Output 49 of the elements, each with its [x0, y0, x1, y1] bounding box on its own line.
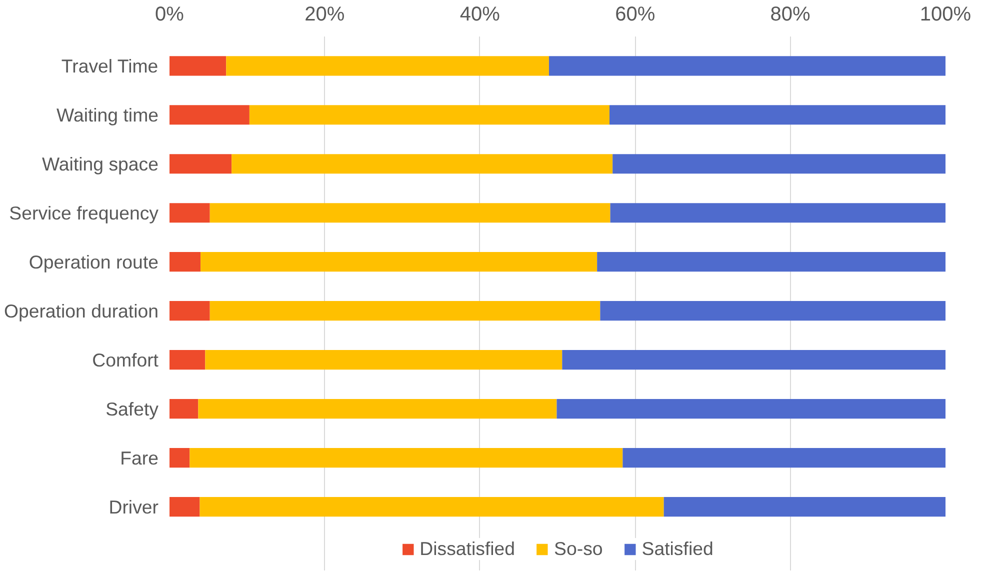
bar [170, 203, 210, 223]
bar [170, 105, 250, 125]
x-tick-label: 60% [615, 4, 656, 26]
bar [562, 350, 946, 370]
legend-label: So-so [554, 538, 603, 560]
bar [198, 399, 557, 419]
y-tick-label: Waiting space [42, 153, 158, 174]
bar [205, 350, 562, 370]
bar [610, 203, 946, 223]
y-tick-label: Operation duration [4, 300, 159, 322]
bar [210, 203, 610, 223]
bar [170, 448, 190, 468]
bar [597, 252, 946, 272]
y-tick-label: Safety [106, 398, 160, 420]
bar [622, 448, 946, 468]
y-tick-label: Driver [108, 496, 159, 518]
x-tick-label: 100% [920, 4, 972, 26]
legend-label: Satisfied [642, 538, 714, 560]
bar [170, 252, 201, 272]
bar [600, 301, 946, 321]
x-tick-label: 80% [770, 4, 811, 26]
bar [170, 350, 206, 370]
y-tick-label: Travel Time [61, 55, 158, 76]
y-tick-label: Service frequency [9, 202, 160, 224]
y-tick-label: Operation route [28, 251, 159, 272]
x-tick-label: 0% [155, 4, 184, 26]
bar [170, 56, 226, 76]
bar [664, 497, 946, 517]
bar [226, 56, 549, 76]
bar [548, 56, 946, 76]
bar [170, 154, 232, 174]
bar [200, 252, 598, 272]
y-tick-label: Comfort [92, 349, 160, 370]
bar [170, 399, 198, 419]
bar [170, 497, 200, 517]
y-tick-label: Fare [120, 447, 159, 468]
x-tick-label: 20% [304, 4, 345, 26]
bar [200, 497, 664, 517]
bar [612, 154, 946, 174]
bar [556, 399, 946, 419]
bar [609, 105, 946, 125]
legend-label: Dissatisfied [420, 538, 516, 560]
y-tick-label: Waiting time [56, 104, 159, 126]
bar [210, 301, 600, 321]
bar [249, 105, 610, 125]
x-tick-label: 40% [460, 4, 500, 26]
bar [232, 154, 613, 174]
bar [190, 448, 623, 468]
bar [170, 301, 210, 321]
